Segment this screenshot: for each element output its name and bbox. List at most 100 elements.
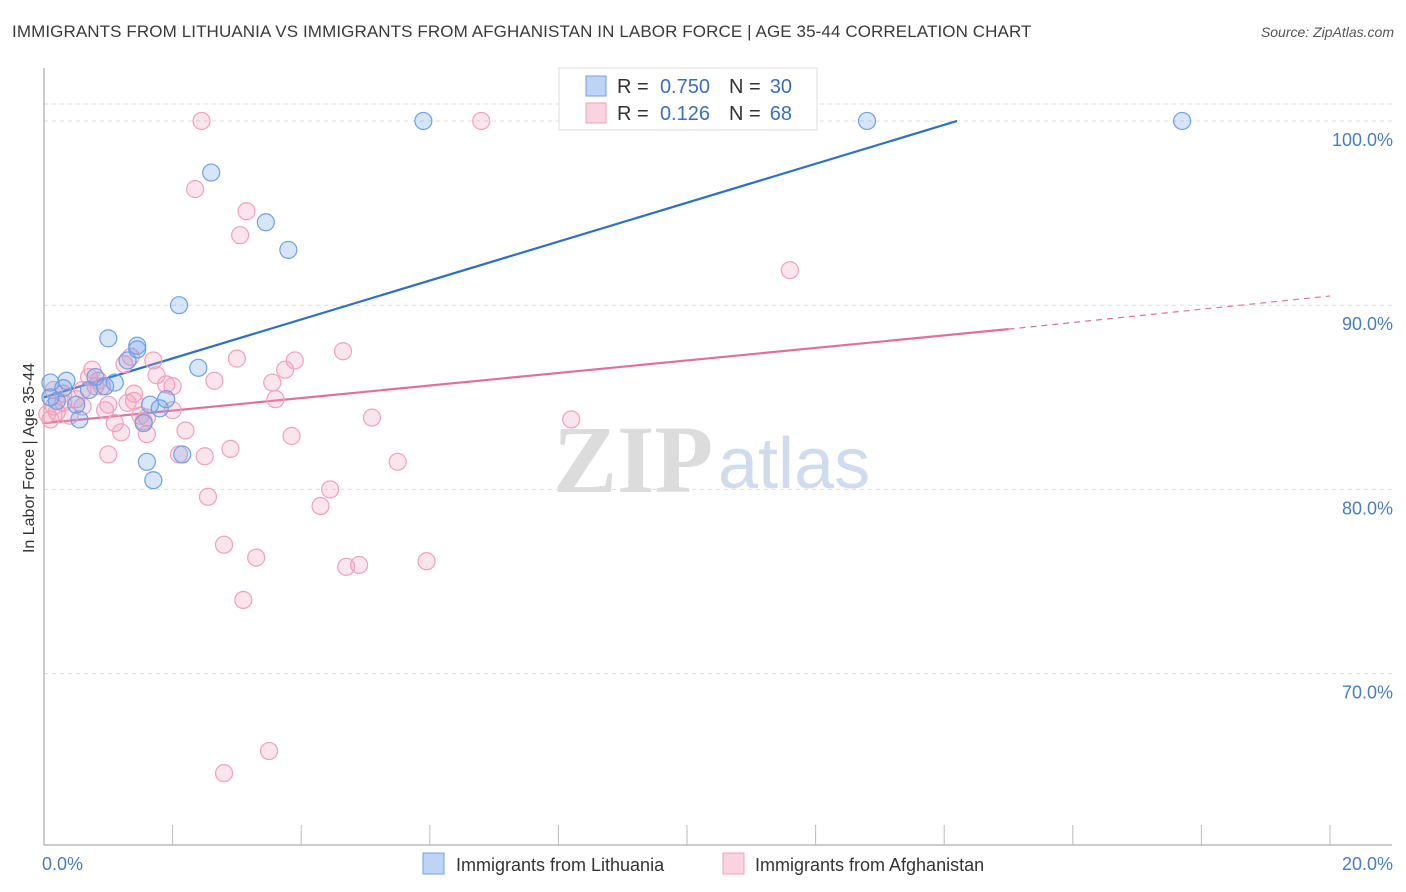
lithuania-point [279, 240, 298, 260]
afghanistan-point [186, 180, 205, 199]
afghanistan-point [247, 548, 266, 567]
afghanistan-point [231, 226, 250, 245]
afghanistan-point [266, 390, 285, 409]
legend-n-value: 68 [770, 103, 792, 125]
afghanistan-bottom-label: Immigrants from Afghanistan [755, 855, 984, 875]
afghanistan-point [282, 426, 301, 446]
afghanistan-point [263, 373, 282, 392]
lithuania-point [414, 111, 433, 131]
afghanistan-point [198, 487, 218, 506]
lithuania-point [857, 111, 877, 131]
afghanistan-legend-swatch [585, 102, 607, 124]
lithuania-point [189, 358, 208, 377]
bottom-legend: Immigrants from Lithuania Immigrants from… [422, 852, 984, 875]
afghanistan-point [321, 480, 340, 499]
afghanistan-point [124, 391, 144, 411]
lithuania-point [70, 410, 89, 429]
afghanistan-bottom-swatch [722, 852, 745, 875]
afghanistan-point [195, 447, 214, 466]
afghanistan-point [157, 375, 176, 394]
legend-r-label: R = [617, 76, 649, 98]
watermark: ZIP atlas [553, 406, 870, 513]
afghanistan-point [349, 555, 369, 575]
afghanistan-point [192, 111, 211, 131]
afghanistan-point [99, 445, 118, 464]
source-credit: Source: ZipAtlas.com [1260, 24, 1394, 40]
x-tick-label: 20.0% [1342, 854, 1393, 874]
afghanistan-point [311, 496, 330, 516]
stats-legend: R = 0.750 N = 30 R = 0.126 N = 68 [558, 67, 818, 131]
afghanistan-point [221, 439, 240, 458]
lithuania-point [157, 390, 176, 409]
afghanistan-point [780, 261, 799, 280]
afghanistan-point [276, 360, 295, 379]
lithuania-point [57, 371, 76, 390]
afghanistan-point [124, 384, 144, 403]
axes [43, 68, 1392, 846]
afghanistan-point [214, 535, 234, 554]
x-tick-labels: 0.0% 20.0% [42, 854, 1393, 874]
lithuania-point [173, 445, 192, 464]
lithuania-trend-line [43, 119, 958, 399]
afghanistan-point [214, 764, 234, 783]
lithuania-point [134, 414, 153, 433]
legend-r-value: 0.126 [660, 103, 710, 125]
afghanistan-point [118, 393, 137, 412]
lithuania-bottom-label: Immigrants from Lithuania [456, 855, 665, 875]
lithuania-point [128, 336, 147, 355]
lithuania-point [144, 471, 163, 490]
chart-title: IMMIGRANTS FROM LITHUANIA VS IMMIGRANTS … [12, 22, 1032, 41]
lithuania-point [95, 377, 115, 396]
watermark-zip: ZIP [553, 406, 713, 513]
lithuania-point [86, 367, 105, 387]
afghanistan-point [112, 423, 131, 442]
legend-r-label: R = [617, 103, 649, 125]
afghanistan-point [285, 351, 304, 370]
lithuania-point [169, 296, 189, 315]
afghanistan-point [105, 414, 124, 433]
afghanistan-trend-extension [1008, 295, 1331, 330]
afghanistan-point [205, 371, 224, 390]
lithuania-point [140, 395, 160, 414]
legend-r-value: 0.750 [660, 76, 710, 98]
afghanistan-point [417, 552, 436, 571]
y-axis-label: In Labor Force | Age 35-44 [21, 363, 38, 553]
afghanistan-point [95, 401, 115, 420]
lithuania-bottom-swatch [422, 852, 445, 875]
x-tick-label: 0.0% [42, 854, 83, 874]
y-tick-label: 90.0% [1342, 314, 1393, 334]
afghanistan-point [176, 421, 195, 440]
data-points [38, 111, 1192, 783]
afghanistan-point [234, 590, 253, 610]
lithuania-point [99, 329, 118, 348]
lithuania-point [150, 399, 169, 418]
afghanistan-point [562, 410, 581, 429]
lithuania-point [1173, 111, 1192, 131]
afghanistan-point [259, 741, 279, 761]
y-tick-label: 80.0% [1342, 498, 1393, 518]
lithuania-point [202, 163, 221, 182]
lithuania-point [41, 373, 60, 392]
legend-n-label: N = [729, 76, 761, 98]
legend-n-label: N = [729, 103, 761, 125]
lithuania-point [105, 373, 124, 392]
watermark-atlas: atlas [718, 424, 870, 504]
afghanistan-point [472, 111, 491, 131]
legend-box [558, 67, 818, 131]
trend-lines [43, 119, 1331, 425]
afghanistan-trend-line [43, 328, 1009, 425]
lithuania-point [137, 452, 156, 471]
afghanistan-point [99, 395, 118, 414]
afghanistan-point [333, 342, 353, 361]
legend-n-value: 30 [770, 76, 792, 98]
afghanistan-point [227, 349, 246, 368]
y-tick-label: 100.0% [1332, 130, 1393, 150]
afghanistan-point [237, 202, 256, 221]
lithuania-legend-swatch [585, 75, 607, 97]
lithuania-point [256, 213, 275, 232]
afghanistan-point [147, 366, 166, 385]
afghanistan-point [144, 351, 163, 370]
y-tick-labels: 100.0% 90.0% 80.0% 70.0% [1332, 130, 1393, 703]
afghanistan-point [362, 408, 382, 427]
